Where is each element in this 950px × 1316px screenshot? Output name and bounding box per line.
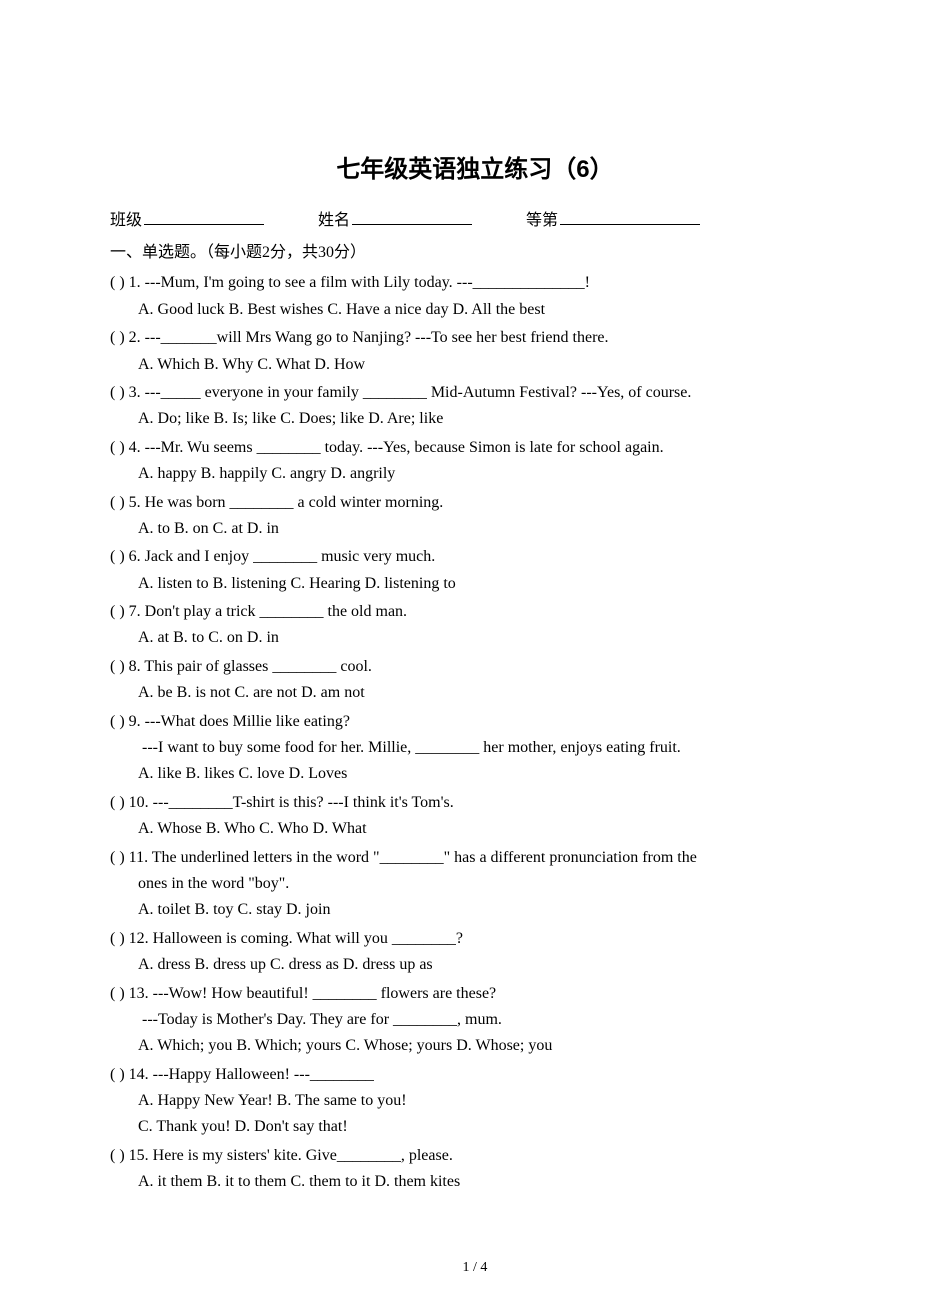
- q-choices: A. be B. is not C. are not D. am not: [110, 680, 840, 706]
- question-14: ( ) 14. ---Happy Halloween! ---________ …: [110, 1062, 840, 1141]
- q-choices: A. like B. likes C. love D. Loves: [110, 761, 840, 787]
- q-stem-cont: ones in the word "boy".: [110, 871, 840, 897]
- q-choices-line2: C. Thank you! D. Don't say that!: [110, 1114, 840, 1140]
- q-stem-text: ---________T-shirt is this? ---I think i…: [153, 794, 454, 811]
- q-choices: A. listen to B. listening C. Hearing D. …: [110, 571, 840, 597]
- q-stem-sub: ---I want to buy some food for her. Mill…: [110, 735, 840, 761]
- q-num: 4.: [129, 439, 145, 456]
- q-stem-text: Don't play a trick ________ the old man.: [145, 603, 407, 620]
- q-stem-text: The underlined letters in the word "____…: [152, 849, 697, 866]
- q-choices: A. happy B. happily C. angry D. angrily: [110, 461, 840, 487]
- q-num: 2.: [129, 329, 145, 346]
- q-num: 12.: [129, 930, 153, 947]
- q-stem-text: This pair of glasses ________ cool.: [144, 658, 372, 675]
- q-stem-text: ---What does Millie like eating?: [145, 713, 350, 730]
- name-label: 姓名: [318, 212, 350, 229]
- rank-blank[interactable]: [560, 209, 700, 225]
- q-choices: A. Which B. Why C. What D. How: [110, 352, 840, 378]
- q-num: 7.: [129, 603, 145, 620]
- question-12: ( ) 12. Halloween is coming. What will y…: [110, 926, 840, 979]
- q-choices: A. to B. on C. at D. in: [110, 516, 840, 542]
- rank-label: 等第: [526, 212, 558, 229]
- q-stem-sub: ---Today is Mother's Day. They are for _…: [110, 1007, 840, 1033]
- page-footer: 1 / 4: [110, 1256, 840, 1279]
- question-3: ( ) 3. ---_____ everyone in your family …: [110, 380, 840, 433]
- q-choices-line1: A. Happy New Year! B. The same to you!: [110, 1088, 840, 1114]
- question-11: ( ) 11. The underlined letters in the wo…: [110, 845, 840, 924]
- question-7: ( ) 7. Don't play a trick ________ the o…: [110, 599, 840, 652]
- q-num: 13.: [129, 985, 153, 1002]
- class-label: 班级: [110, 212, 142, 229]
- q-stem-text: Halloween is coming. What will you _____…: [153, 930, 463, 947]
- question-6: ( ) 6. Jack and I enjoy ________ music v…: [110, 544, 840, 597]
- question-13: ( ) 13. ---Wow! How beautiful! ________ …: [110, 981, 840, 1060]
- q-stem-text: Here is my sisters' kite. Give________, …: [153, 1147, 453, 1164]
- q-num: 10.: [129, 794, 153, 811]
- name-blank[interactable]: [352, 209, 472, 225]
- q-stem-text: ---_______will Mrs Wang go to Nanjing? -…: [145, 329, 609, 346]
- question-4: ( ) 4. ---Mr. Wu seems ________ today. -…: [110, 435, 840, 488]
- q-choices: A. Do; like B. Is; like C. Does; like D.…: [110, 406, 840, 432]
- q-num: 5.: [129, 494, 145, 511]
- question-8: ( ) 8. This pair of glasses ________ coo…: [110, 654, 840, 707]
- q-stem-text: ---_____ everyone in your family _______…: [145, 384, 692, 401]
- document-title: 七年级英语独立练习（6）: [110, 150, 840, 190]
- question-10: ( ) 10. ---________T-shirt is this? ---I…: [110, 790, 840, 843]
- q-stem-text: Jack and I enjoy ________ music very muc…: [145, 548, 436, 565]
- q-choices: A. it them B. it to them C. them to it D…: [110, 1169, 840, 1195]
- header-fill-in: 班级 姓名 等第: [110, 208, 840, 234]
- q-stem-text: ---Happy Halloween! ---________: [153, 1066, 374, 1083]
- section-heading: 一、单选题。（每小题2分，共30分）: [110, 240, 840, 266]
- q-choices: A. Good luck B. Best wishes C. Have a ni…: [110, 297, 840, 323]
- q-num: 1.: [129, 274, 145, 291]
- q-stem-text: ---Wow! How beautiful! ________ flowers …: [153, 985, 496, 1002]
- question-15: ( ) 15. Here is my sisters' kite. Give__…: [110, 1143, 840, 1196]
- q-num: 11.: [129, 849, 152, 866]
- question-9: ( ) 9. ---What does Millie like eating? …: [110, 709, 840, 788]
- q-choices: A. Whose B. Who C. Who D. What: [110, 816, 840, 842]
- q-choices: A. toilet B. toy C. stay D. join: [110, 897, 840, 923]
- q-stem-text: ---Mr. Wu seems ________ today. ---Yes, …: [145, 439, 664, 456]
- q-choices: A. Which; you B. Which; yours C. Whose; …: [110, 1033, 840, 1059]
- q-num: 15.: [129, 1147, 153, 1164]
- class-blank[interactable]: [144, 209, 264, 225]
- q-num: 8.: [129, 658, 145, 675]
- q-num: 6.: [129, 548, 145, 565]
- question-5: ( ) 5. He was born ________ a cold winte…: [110, 490, 840, 543]
- q-num: 3.: [129, 384, 145, 401]
- question-1: ( ) 1. ---Mum, I'm going to see a film w…: [110, 270, 840, 323]
- question-2: ( ) 2. ---_______will Mrs Wang go to Nan…: [110, 325, 840, 378]
- q-stem-text: He was born ________ a cold winter morni…: [145, 494, 444, 511]
- q-num: 9.: [129, 713, 145, 730]
- q-choices: A. dress B. dress up C. dress as D. dres…: [110, 952, 840, 978]
- q-num: 14.: [129, 1066, 153, 1083]
- q-choices: A. at B. to C. on D. in: [110, 625, 840, 651]
- q-stem-text: ---Mum, I'm going to see a film with Lil…: [145, 274, 590, 291]
